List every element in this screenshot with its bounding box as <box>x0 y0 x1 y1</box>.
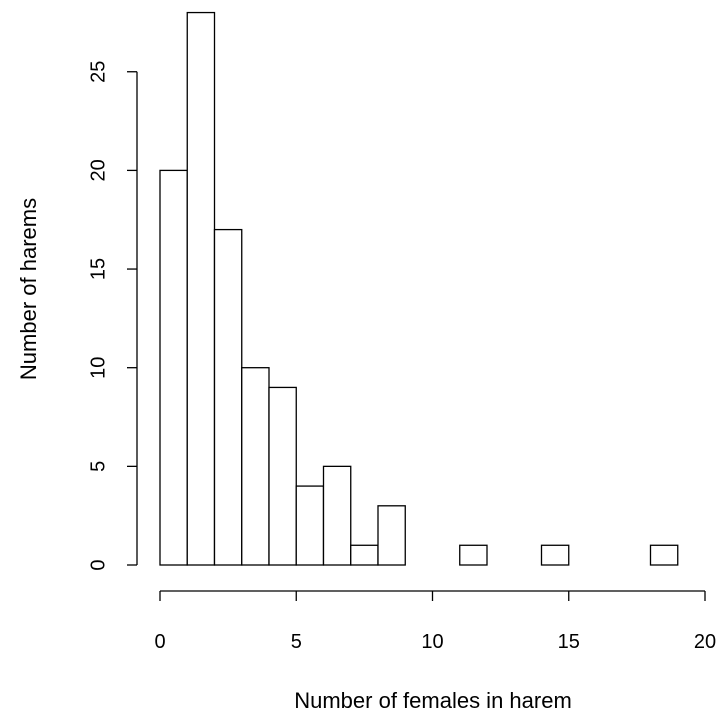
histogram-bar <box>322 465 352 566</box>
x-axis-title: Number of females in harem <box>294 688 572 713</box>
x-tick-label: 10 <box>421 631 443 653</box>
histogram-bar <box>377 505 406 566</box>
histogram-bar <box>186 11 216 566</box>
y-axis: 0 5 10 15 20 25 <box>87 61 138 571</box>
x-tick-label: 20 <box>694 631 716 653</box>
y-tick-label: 25 <box>87 61 109 83</box>
x-tick-label: 5 <box>291 631 302 653</box>
histogram-bar <box>540 544 570 566</box>
histogram-bar <box>649 544 679 566</box>
histogram-bar <box>295 485 325 566</box>
y-tick-label: 0 <box>87 559 109 570</box>
histogram-bar <box>350 544 379 566</box>
y-axis-title: Number of harems <box>16 198 41 380</box>
histogram-bar <box>213 228 243 566</box>
x-tick-label: 0 <box>154 631 165 653</box>
y-tick-label: 15 <box>87 258 109 280</box>
histogram-bar <box>241 367 270 566</box>
histogram-bar <box>459 544 488 566</box>
x-tick-label: 15 <box>558 631 580 653</box>
y-tick-label: 20 <box>87 159 109 181</box>
y-tick-label: 10 <box>87 357 109 379</box>
bars-group <box>159 11 679 566</box>
histogram-bar <box>159 169 188 566</box>
histogram-bar <box>268 386 297 566</box>
y-tick-label: 5 <box>87 461 109 472</box>
x-axis: 0 5 10 15 20 <box>154 590 716 653</box>
